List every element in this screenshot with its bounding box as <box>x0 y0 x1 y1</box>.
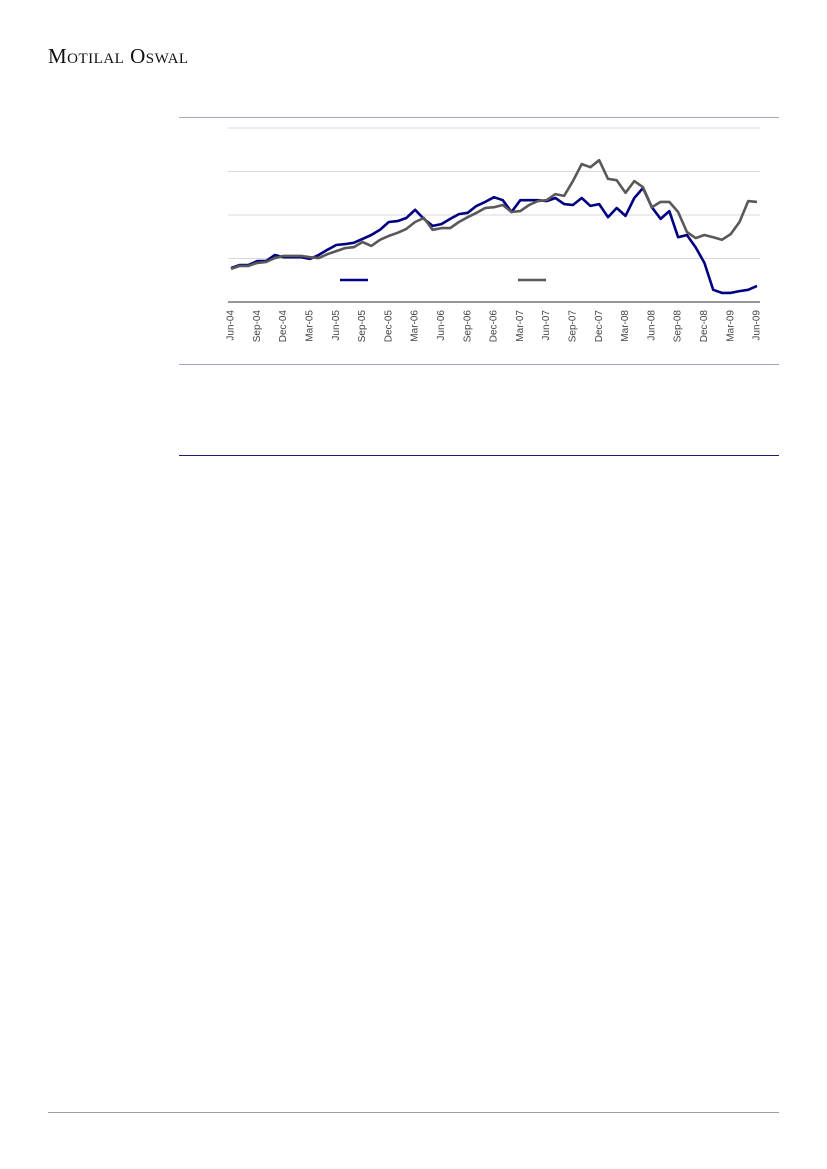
rule <box>179 364 779 365</box>
x-tick-label: Sep-05 <box>357 310 368 343</box>
rule <box>179 117 779 118</box>
x-tick-label: Dec-07 <box>594 310 605 343</box>
x-tick-label: Mar-05 <box>305 310 316 342</box>
x-tick-label: Sep-04 <box>252 310 263 343</box>
x-tick-label: Mar-06 <box>410 310 421 342</box>
x-tick-label: Sep-06 <box>462 310 473 343</box>
x-tick-label: Jun-06 <box>436 310 447 341</box>
x-tick-label: Dec-06 <box>489 310 500 343</box>
x-tick-label: Mar-08 <box>620 310 631 342</box>
x-tick-label: Mar-07 <box>515 310 526 342</box>
x-tick-label: Mar-09 <box>725 310 736 342</box>
series-line <box>230 186 758 295</box>
rule <box>48 1112 779 1113</box>
x-tick-label: Jun-08 <box>646 310 657 341</box>
x-tick-label: Sep-08 <box>673 310 684 343</box>
x-tick-label: Dec-04 <box>278 310 289 343</box>
rule <box>179 455 779 456</box>
x-tick-label: Sep-07 <box>568 310 579 343</box>
series-line <box>230 158 758 271</box>
x-tick-label: Jun-07 <box>541 310 552 341</box>
x-tick-label: Jun-04 <box>226 310 237 341</box>
x-tick-label: Jun-09 <box>752 310 763 341</box>
x-tick-label: Dec-08 <box>699 310 710 343</box>
x-tick-label: Jun-05 <box>331 310 342 341</box>
x-tick-label: Dec-05 <box>383 310 394 343</box>
brand: Motilal Oswal <box>48 44 189 68</box>
chart: Jun-04 Sep-04 Dec-04 Mar-05 Jun-05 Sep-05 Dec-… <box>226 127 763 343</box>
